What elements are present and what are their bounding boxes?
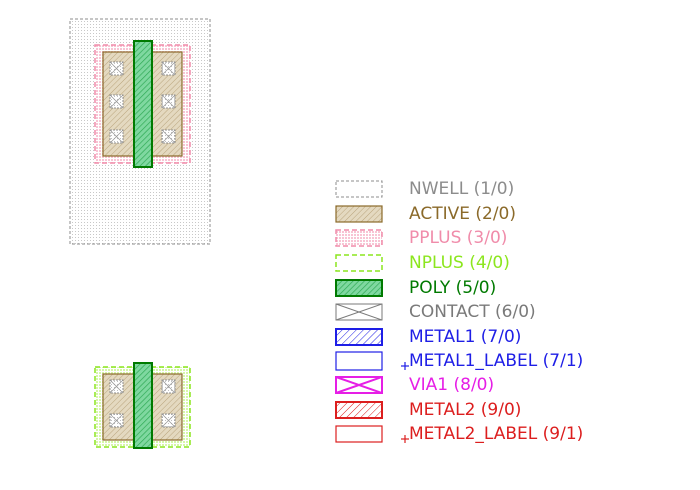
legend-label-poly: POLY (5/0) [409,278,496,298]
legend-label-pplus: PPLUS (3/0) [409,228,507,248]
contact-group [109,379,176,428]
contact-shape [161,379,176,394]
legend-swatch-nplus [335,254,383,272]
legend-label-nwell: NWELL (1/0) [409,179,514,199]
poly-gate-shape [133,362,153,449]
contact-shape [109,94,124,109]
contact-shape [109,413,124,428]
legend-swatch-contact [335,303,383,321]
poly-gate-shape [133,40,153,168]
contact-shape [161,129,176,144]
legend-swatch-pplus [335,229,383,247]
pmos-device [69,18,211,245]
legend-swatch-metal1 [335,328,383,346]
legend-label-via1: VIA1 (8/0) [409,375,494,395]
contact-shape [109,61,124,76]
legend-label-metal2: METAL2 (9/0) [409,400,521,420]
legend-swatch-metal2 [335,401,383,419]
legend-label-active: ACTIVE (2/0) [409,204,516,224]
legend-label-nplus: NPLUS (4/0) [409,253,510,273]
legend-swatch-metal1-label [335,351,409,371]
legend-swatch-poly [335,279,383,297]
contact-shape [161,413,176,428]
layer-legend: NWELL (1/0) ACTIVE (2/0) PPLUS (3/0) NPL… [335,179,583,444]
legend-label-metal1-label: METAL1_LABEL (7/1) [409,351,583,371]
contact-shape [161,61,176,76]
legend-swatch-active [335,205,383,223]
legend-label-contact: CONTACT (6/0) [409,302,536,322]
legend-label-metal1: METAL1 (7/0) [409,327,521,347]
legend-swatch-via1 [335,376,383,394]
legend-label-metal2-label: METAL2_LABEL (9/1) [409,424,583,444]
contact-shape [161,94,176,109]
legend-swatch-metal2-label [335,425,409,443]
contact-group [109,61,176,144]
nmos-device [94,362,191,449]
legend-swatch-nwell [335,180,383,198]
contact-shape [109,379,124,394]
contact-shape [109,129,124,144]
